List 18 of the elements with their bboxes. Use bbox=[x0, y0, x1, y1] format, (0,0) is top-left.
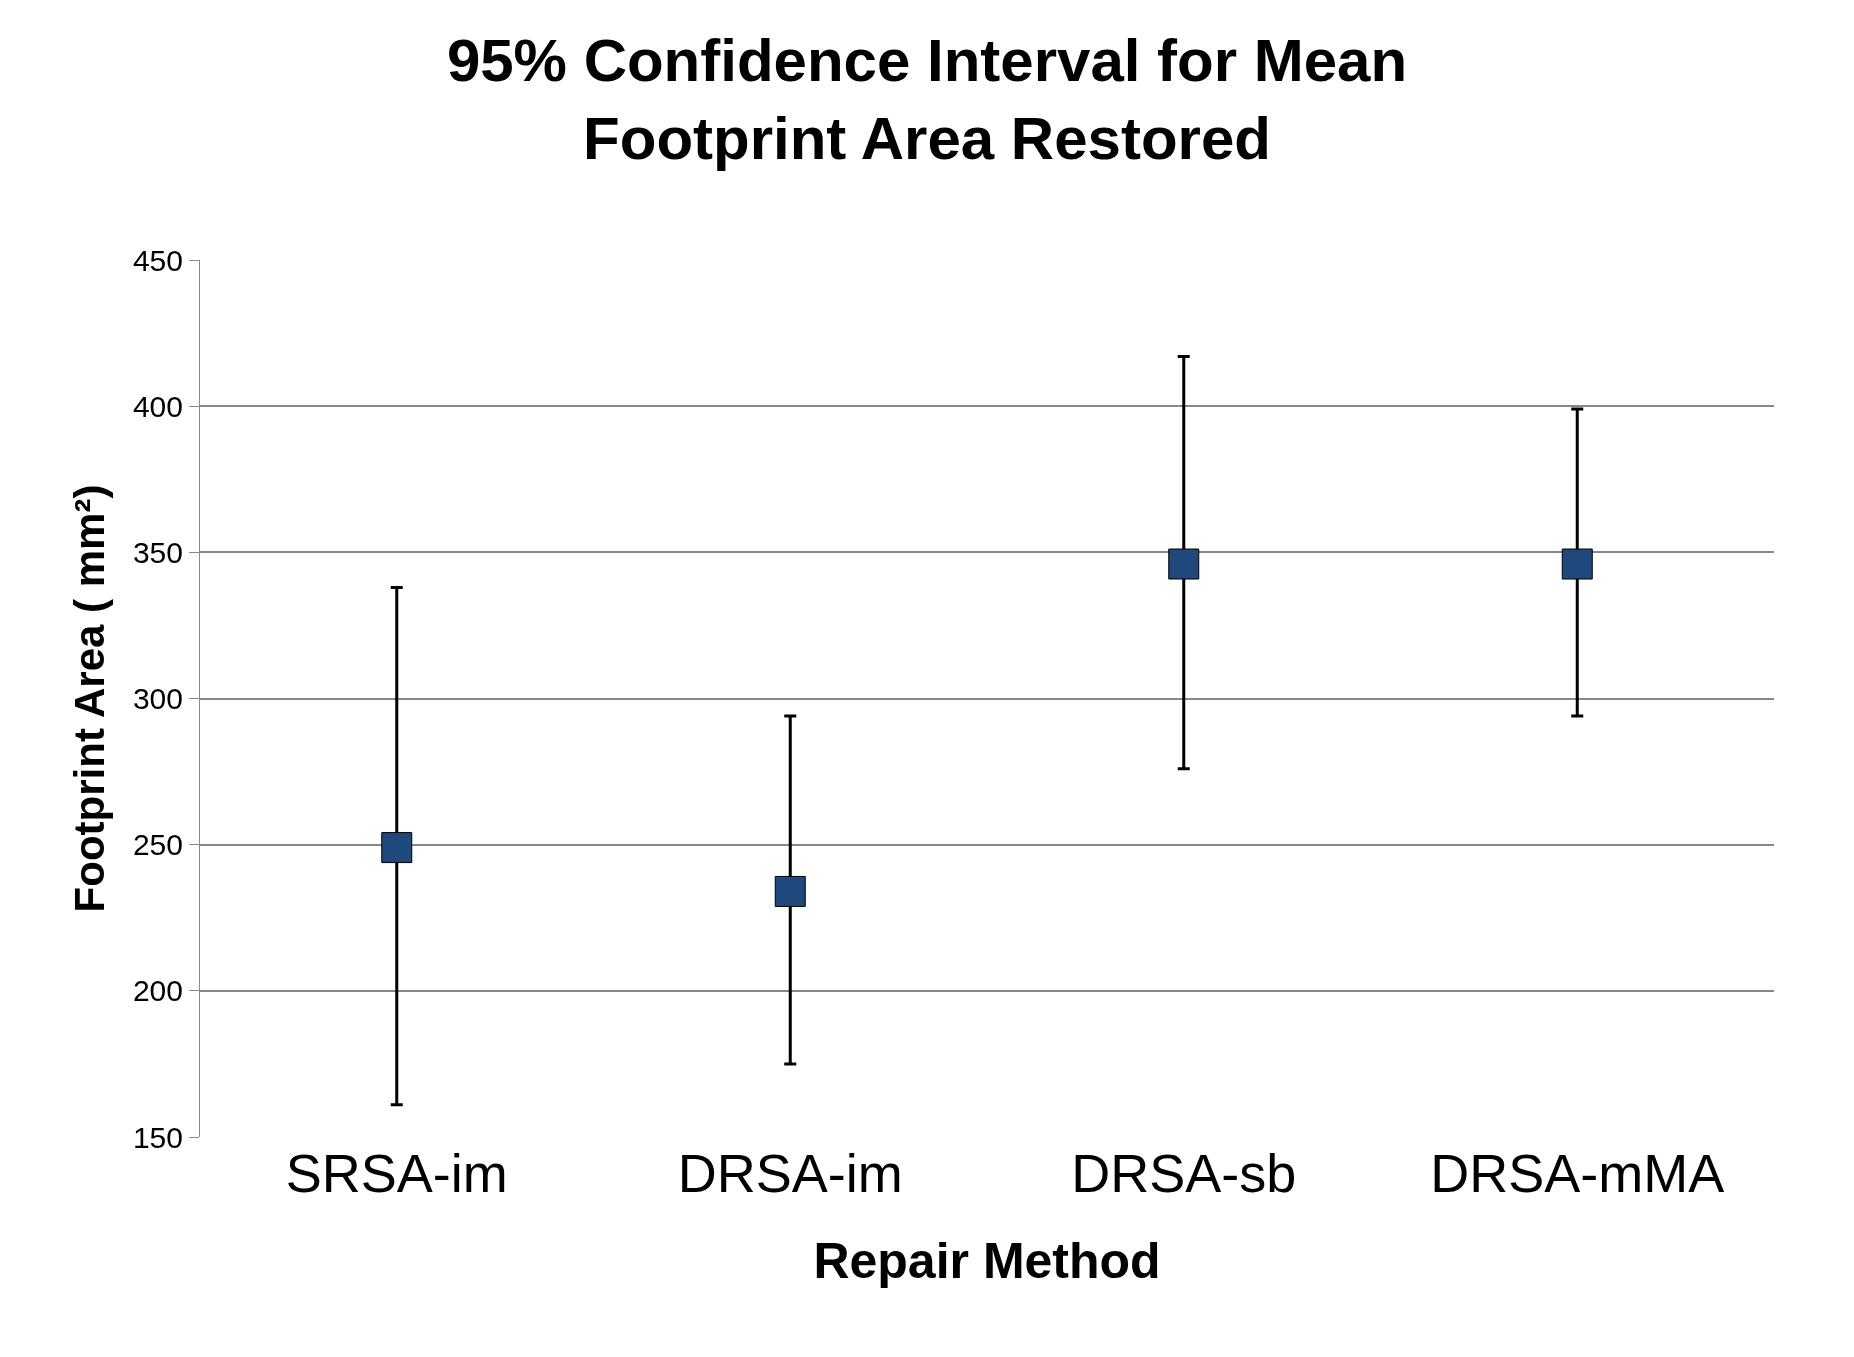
point bbox=[1561, 548, 1593, 580]
chart-title: 95% Confidence Interval for Mean Footprint Area Restored bbox=[446, 27, 1408, 173]
x-axis-title: Repair Method bbox=[813, 1232, 1161, 1289]
x-tick-label: DRSA-mMA bbox=[1430, 1143, 1725, 1203]
y-tick-label: 450 bbox=[132, 243, 183, 277]
y-tick-label: 400 bbox=[132, 389, 183, 423]
y-tick-label: 300 bbox=[132, 682, 183, 715]
y-axis-title: Footprint Area ( mm²) bbox=[65, 484, 113, 913]
y-tick-label: 150 bbox=[132, 1120, 183, 1154]
x-tick-label: SRSA-im bbox=[285, 1143, 508, 1203]
x-tick-label: DRSA-sb bbox=[1071, 1143, 1297, 1203]
y-tick-label: 350 bbox=[132, 535, 183, 569]
y-tick-label: 200 bbox=[132, 974, 183, 1008]
point bbox=[1168, 548, 1200, 580]
x-tick-label: DRSA-im bbox=[677, 1143, 903, 1203]
point bbox=[381, 832, 413, 864]
point bbox=[774, 875, 806, 907]
y-tick-label: 250 bbox=[132, 828, 183, 862]
